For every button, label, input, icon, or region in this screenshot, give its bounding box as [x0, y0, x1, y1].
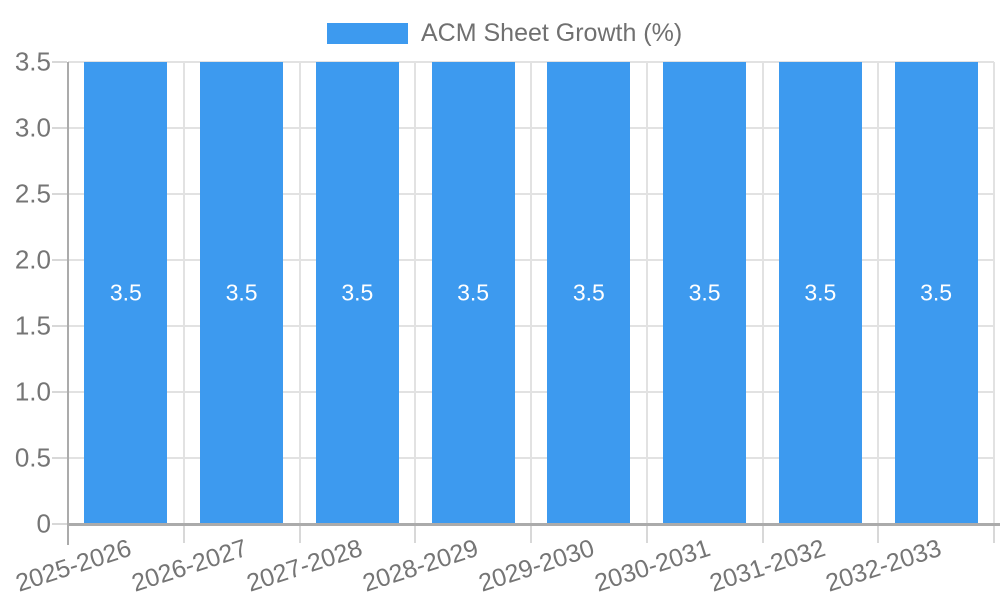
v-gridline: [761, 62, 764, 524]
legend-swatch-icon: [327, 22, 408, 44]
y-axis-tick-label: 1.5: [14, 310, 51, 341]
v-gridline: [993, 62, 995, 524]
bar[interactable]: 3.5: [547, 62, 631, 524]
x-tick-mark: [414, 526, 417, 543]
bar-value-label: 3.5: [920, 279, 953, 306]
y-axis-tick-label: 2.5: [14, 178, 51, 209]
y-axis-line: [67, 62, 69, 545]
x-tick-mark: [298, 526, 301, 543]
bar-value-label: 3.5: [688, 279, 721, 306]
bar[interactable]: 3.5: [315, 62, 399, 524]
x-tick-mark: [645, 526, 648, 543]
y-axis-tick-label: 2.0: [14, 244, 51, 275]
bar-value-label: 3.5: [341, 279, 374, 306]
legend-label: ACM Sheet Growth (%): [421, 19, 683, 47]
x-tick-mark: [182, 526, 185, 543]
bar-value-label: 3.5: [572, 279, 605, 306]
v-gridline: [530, 62, 532, 524]
y-axis-tick-label: 0: [36, 508, 51, 539]
bar-value-label: 3.5: [109, 279, 142, 306]
v-gridline: [645, 62, 648, 524]
v-gridline: [414, 62, 417, 524]
y-axis-tick-label: 0.5: [14, 442, 51, 473]
bar[interactable]: 3.5: [84, 62, 168, 524]
v-gridline: [298, 62, 301, 524]
bar-value-label: 3.5: [804, 279, 837, 306]
y-tick-mark: [52, 193, 67, 195]
y-axis-tick-label: 3.0: [14, 112, 51, 143]
v-gridline: [877, 62, 880, 524]
y-axis-tick-label: 1.0: [14, 376, 51, 407]
legend-item[interactable]: ACM Sheet Growth (%): [327, 19, 682, 47]
y-tick-mark: [52, 457, 67, 459]
y-tick-mark: [52, 325, 67, 327]
bar-value-label: 3.5: [457, 279, 490, 306]
x-tick-mark: [530, 526, 532, 543]
y-tick-mark: [52, 61, 67, 63]
y-tick-mark: [52, 127, 67, 129]
bar[interactable]: 3.5: [894, 62, 978, 524]
y-tick-mark: [52, 523, 67, 525]
bar[interactable]: 3.5: [431, 62, 515, 524]
bar[interactable]: 3.5: [200, 62, 284, 524]
y-tick-mark: [52, 391, 67, 393]
x-axis-line: [67, 523, 1000, 526]
bar[interactable]: 3.5: [663, 62, 747, 524]
y-axis-tick-label: 3.5: [14, 46, 51, 77]
bar[interactable]: 3.5: [778, 62, 862, 524]
x-tick-mark: [761, 526, 764, 543]
y-tick-mark: [52, 259, 67, 261]
bar-value-label: 3.5: [225, 279, 258, 306]
x-tick-mark: [877, 526, 880, 543]
x-tick-mark: [993, 526, 995, 543]
v-gridline: [182, 62, 185, 524]
